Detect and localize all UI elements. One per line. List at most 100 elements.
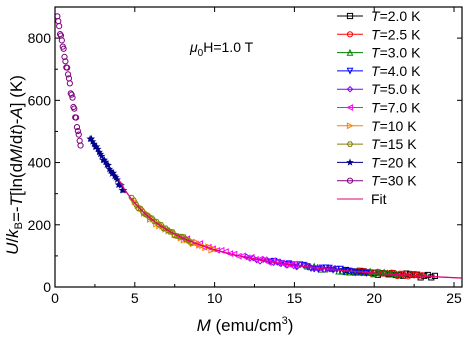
x-tick-label: 15 [287, 290, 303, 306]
data-point [139, 209, 147, 215]
legend-entry: T=15 K [337, 136, 417, 152]
data-point [277, 259, 285, 267]
series-t-20-k [86, 134, 128, 194]
legend-label: T=4.0 K [371, 63, 421, 79]
data-point [384, 269, 392, 277]
data-point [68, 91, 75, 98]
data-point [142, 211, 149, 217]
legend-entry: Fit [337, 191, 387, 207]
y-tick-label: 200 [28, 217, 52, 233]
data-point [71, 105, 78, 112]
legend-entry: T=5.0 K [337, 81, 421, 97]
data-point [428, 274, 435, 281]
data-point [64, 64, 71, 71]
data-point [109, 168, 118, 177]
series-t-15-k [128, 194, 194, 246]
x-tick-label: 20 [366, 290, 382, 306]
legend-entry: T=4.0 K [337, 63, 421, 79]
data-point [73, 124, 81, 131]
legend-marker [346, 158, 354, 166]
data-point [94, 145, 102, 153]
series-t-10-k [131, 198, 219, 254]
data-point [340, 268, 348, 276]
legend-entry: T=20 K [337, 154, 417, 170]
legend-label: T=5.0 K [371, 81, 421, 97]
data-point [64, 71, 72, 78]
data-point [182, 236, 190, 243]
y-tick-label: 400 [28, 155, 52, 171]
data-point [74, 127, 81, 135]
data-point [377, 268, 385, 276]
y-tick-label: 0 [43, 279, 51, 295]
data-point [303, 262, 311, 269]
data-point [387, 269, 395, 277]
y-tick-label: 600 [28, 92, 52, 108]
legend-label: T=7.0 K [371, 100, 421, 116]
legend-entry: T=30 K [337, 173, 417, 189]
data-point [104, 161, 112, 169]
data-point [56, 22, 63, 30]
data-point [61, 53, 68, 60]
x-axis-label: M (emu/cm3) [197, 315, 294, 335]
data-point [317, 264, 325, 272]
fit-curve [118, 179, 462, 279]
data-point [66, 80, 73, 87]
data-point [209, 245, 216, 253]
data-point [185, 238, 192, 244]
legend-marker [346, 12, 354, 20]
legend-marker [346, 48, 354, 56]
series-t-30-k [54, 13, 84, 149]
data-point [431, 272, 438, 279]
data-point [55, 18, 62, 25]
data-point [72, 114, 80, 121]
data-point [90, 140, 98, 148]
x-tick-label: 25 [446, 290, 462, 306]
data-point [77, 142, 84, 149]
data-point [62, 58, 69, 65]
data-point [362, 270, 370, 277]
legend-label: T=2.5 K [371, 26, 421, 42]
legend-label: T=20 K [371, 154, 417, 170]
data-point [173, 233, 181, 239]
data-point [351, 269, 359, 277]
data-point [146, 214, 153, 221]
data-point [56, 31, 64, 38]
data-point [187, 240, 194, 246]
data-point [58, 37, 65, 44]
legend-entry: T=2.5 K [337, 26, 421, 42]
legend-marker [346, 122, 354, 130]
legend-marker [346, 31, 354, 38]
data-point [117, 181, 125, 189]
data-point [155, 221, 163, 228]
data-point [373, 268, 381, 276]
data-point [171, 232, 178, 239]
data-point [113, 175, 121, 183]
legend-entry: T=2.0 K [337, 8, 421, 24]
data-point [60, 45, 67, 52]
data-point [75, 131, 82, 138]
legend-marker [346, 104, 354, 111]
data-point [164, 227, 172, 233]
legend: T=2.0 K T=2.5 K T=3.0 K T=4.0 K T=5.0 K T=7.0… [337, 8, 421, 207]
axes-layer: 0 5 10 15 20 25 0 200 400 600 800 [28, 6, 463, 306]
legend-label: T=30 K [371, 173, 417, 189]
legend-marker [346, 141, 354, 147]
y-axis-label: U/kB=-T[ln(dM/dt)-A] (K) [3, 75, 26, 255]
legend-entry: T=3.0 K [337, 45, 421, 61]
legend-label: T=2.0 K [371, 8, 421, 24]
legend-entry: T=7.0 K [337, 100, 421, 116]
data-point [69, 94, 76, 101]
legend-marker [346, 85, 354, 93]
data-point [418, 272, 426, 279]
data-point [331, 265, 338, 272]
y-tick-label: 800 [28, 30, 52, 46]
data-point [135, 205, 142, 212]
x-tick-label: 5 [131, 290, 139, 306]
legend-marker [346, 67, 354, 75]
legend-label: T=15 K [371, 136, 417, 152]
data-point [380, 268, 388, 276]
field-annotation: μ0H=1.0 T [189, 39, 254, 59]
legend-label: T=3.0 K [371, 45, 421, 61]
legend-label: T=10 K [371, 118, 417, 134]
